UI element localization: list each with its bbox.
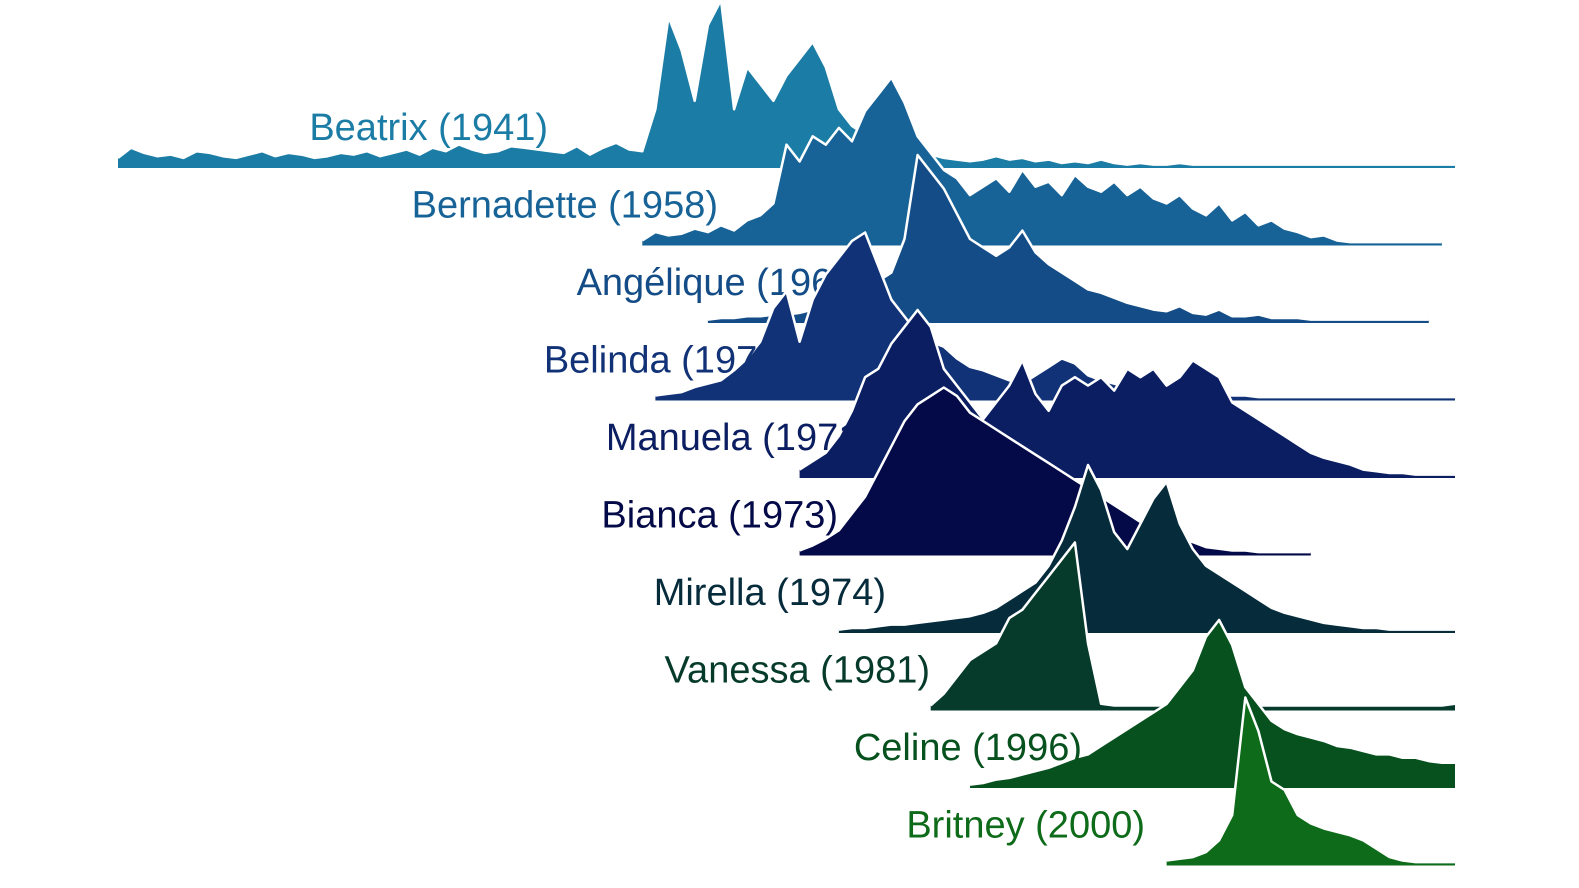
ridge-label: Belinda (1970) [544,340,791,382]
ridge-outline [969,618,1455,786]
ridge-1: Beatrix (1941) [117,0,1455,168]
ridge-outline [641,76,1442,244]
ridge-label: Bernadette (1958) [412,185,718,227]
ridge-outline [655,231,1455,399]
ridge-label: Celine (1996) [854,727,1082,769]
ridge-area [118,0,1455,168]
ridge-label: Britney (2000) [906,805,1145,847]
ridge-area [707,155,1429,323]
ridge-7: Mirella (1974) [654,463,1455,633]
ridge-area [655,232,1455,401]
ridge-outline [838,463,1455,631]
ridge-label: Bianca (1973) [601,495,838,537]
ridge-8: Vanessa (1981) [665,541,1456,711]
ridge-6: Bianca (1973) [601,386,1311,556]
ridge-outline [117,0,1455,166]
ridge-10: Britney (2000) [906,696,1455,866]
ridge-label: Mirella (1974) [654,572,886,614]
ridge-area [799,387,1311,556]
ridge-area [642,77,1442,246]
ridge-4: Belinda (1970) [544,231,1455,401]
ridge-area [930,542,1455,711]
ridge-outline [1166,696,1455,864]
ridge-area [838,465,1455,633]
ridge-outline [798,308,1455,476]
ridge-label: Vanessa (1981) [665,650,930,692]
ridge-label: Manuela (1971) [606,417,872,459]
ridge-label: Beatrix (1941) [309,107,548,149]
ridge-9: Celine (1996) [854,618,1455,788]
ridge-2: Bernadette (1958) [412,76,1442,246]
ridge-outline [799,386,1311,554]
ridge-area [1166,697,1455,866]
